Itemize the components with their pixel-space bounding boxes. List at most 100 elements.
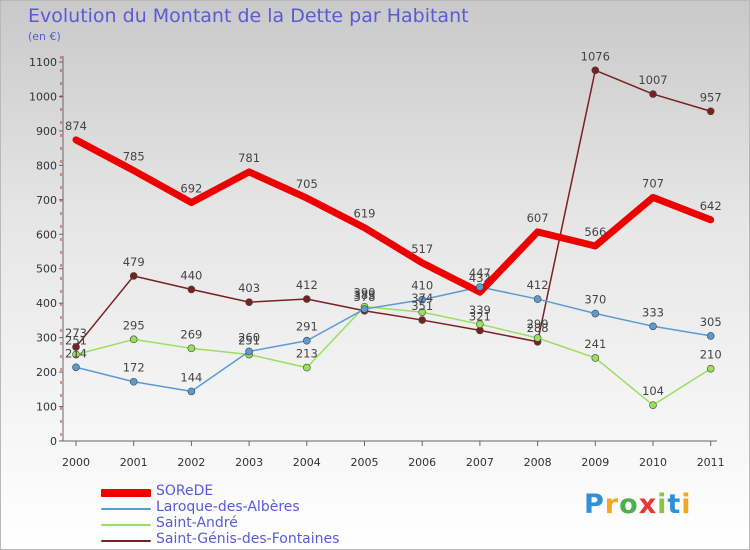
data-point [476, 283, 484, 291]
data-label: 781 [238, 151, 260, 165]
data-label: 104 [642, 384, 664, 398]
data-label: 440 [180, 268, 202, 282]
data-point [706, 107, 715, 116]
data-label: 517 [411, 242, 433, 256]
x-tick-label: 2001 [120, 456, 148, 469]
data-label: 874 [65, 119, 87, 133]
data-label: 412 [296, 278, 318, 292]
series-line [75, 286, 712, 393]
data-label: 607 [527, 211, 549, 225]
data-point [418, 295, 427, 304]
data-label: 447 [469, 266, 491, 280]
data-point [591, 354, 600, 362]
y-tick-label: 900 [36, 125, 57, 138]
x-tick-label: 2007 [466, 456, 494, 469]
data-label: 479 [123, 255, 145, 269]
x-tick-label: 2003 [235, 456, 263, 469]
data-label: 251 [238, 334, 260, 348]
data-label: 566 [584, 225, 606, 239]
data-label: 305 [700, 315, 722, 329]
data-point [129, 335, 138, 344]
legend-swatch [101, 508, 151, 510]
data-label: 339 [469, 303, 491, 317]
data-label: 241 [584, 337, 606, 351]
x-tick-label: 2004 [293, 456, 321, 469]
data-label: 213 [296, 347, 318, 361]
legend-swatch [101, 540, 151, 542]
data-label: 295 [123, 318, 145, 332]
data-label: 299 [527, 317, 549, 331]
y-tick-label: 100 [36, 401, 57, 414]
legend-label: Laroque-des-Albères [156, 499, 300, 515]
data-point [129, 272, 138, 280]
data-point [476, 320, 484, 328]
proxiti-logo: Proxiti [584, 489, 692, 520]
data-label: 412 [527, 278, 549, 292]
y-tick-label: 1100 [29, 56, 57, 69]
data-label: 251 [65, 334, 87, 348]
chart-title: Evolution du Montant de la Dette par Hab… [28, 5, 469, 27]
series-line [75, 69, 712, 348]
data-label: 692 [180, 182, 202, 196]
data-point [187, 285, 196, 294]
legend-label: Saint-André [156, 515, 238, 531]
x-tick-label: 2002 [177, 456, 205, 469]
data-point [533, 334, 542, 342]
data-label: 1076 [581, 49, 610, 63]
data-label: 210 [700, 348, 722, 362]
data-label: 214 [65, 346, 87, 360]
data-label: 374 [411, 291, 433, 305]
data-point [706, 364, 715, 373]
data-point [418, 316, 427, 324]
x-tick-label: 2006 [408, 456, 436, 469]
data-point [245, 298, 253, 306]
series-line [75, 305, 712, 406]
data-label: 291 [296, 320, 318, 334]
x-tick-label: 2010 [639, 456, 667, 469]
data-label: 390 [354, 286, 376, 300]
data-point [187, 387, 196, 396]
data-point [129, 377, 138, 386]
data-point [360, 305, 369, 313]
data-point [418, 308, 427, 316]
legend-label: Saint-Génis-des-Fontaines [156, 531, 340, 547]
data-point [72, 350, 80, 359]
data-label: 957 [700, 90, 722, 104]
legend-swatch [101, 524, 151, 526]
data-label: 288 [527, 321, 549, 335]
y-tick-label: 200 [36, 366, 57, 379]
y-tick-label: 300 [36, 332, 57, 345]
data-point [533, 295, 542, 303]
y-tick-label: 500 [36, 263, 57, 276]
data-label: 273 [65, 326, 87, 340]
data-point [649, 90, 657, 98]
x-tick-label: 2011 [697, 456, 725, 469]
chart-subtitle: (en €) [28, 30, 61, 43]
data-point [302, 336, 311, 345]
legend-label: SOReDE [156, 483, 214, 499]
data-point [72, 343, 80, 351]
data-label: 432 [469, 271, 491, 285]
data-label: 333 [642, 305, 664, 319]
legend-swatch [101, 489, 151, 497]
data-label: 785 [123, 150, 145, 164]
y-tick-label: 1000 [29, 90, 57, 103]
data-point [591, 66, 600, 75]
data-label: 378 [354, 290, 376, 304]
data-point [649, 401, 657, 409]
y-tick-label: 600 [36, 228, 57, 241]
data-label: 619 [354, 207, 376, 221]
data-label: 321 [469, 309, 491, 323]
series-line [72, 136, 715, 296]
data-label: 172 [123, 361, 145, 375]
x-tick-label: 2009 [581, 456, 609, 469]
x-tick-label: 2000 [62, 456, 90, 469]
y-tick-label: 0 [50, 435, 57, 448]
data-label: 707 [642, 176, 664, 190]
data-point [302, 363, 311, 372]
data-label: 410 [411, 279, 433, 293]
data-label: 1007 [638, 73, 667, 87]
y-tick-label: 400 [36, 297, 57, 310]
